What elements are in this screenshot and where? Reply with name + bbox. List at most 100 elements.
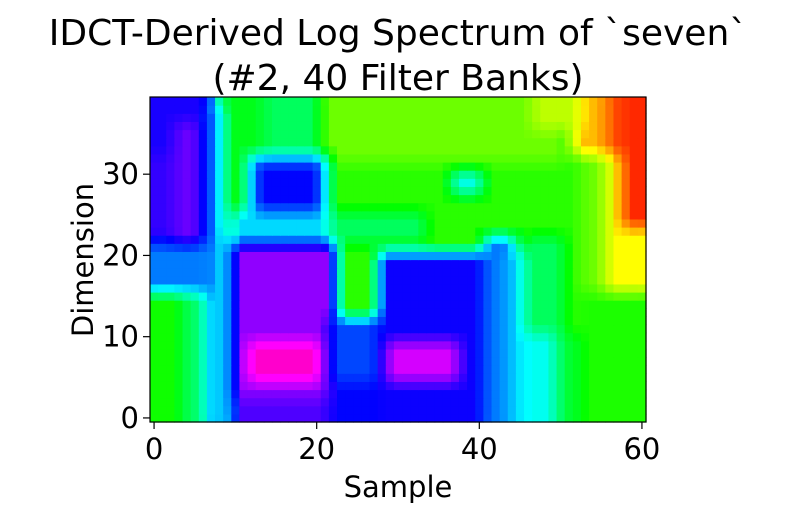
heatmap-cell: [215, 324, 224, 334]
heatmap-cell: [247, 113, 257, 122]
heatmap-cell: [320, 145, 330, 155]
heatmap-cell: [337, 194, 346, 204]
heatmap-cell: [182, 178, 192, 187]
heatmap-cell: [353, 162, 363, 171]
heatmap-cell: [385, 332, 395, 342]
heatmap-cell: [532, 97, 541, 106]
heatmap-cell: [524, 251, 533, 261]
heatmap-cell: [150, 186, 159, 196]
heatmap-cell: [515, 170, 525, 179]
heatmap-cell: [434, 308, 444, 317]
heatmap-cell: [280, 308, 289, 317]
heatmap-cell: [540, 397, 550, 407]
heatmap-cell: [150, 243, 159, 252]
heatmap-cell: [434, 275, 444, 285]
heatmap-cell: [483, 97, 493, 106]
heatmap-cell: [369, 186, 379, 196]
heatmap-cell: [223, 227, 232, 236]
heatmap-cell: [556, 292, 566, 301]
heatmap-cell: [515, 218, 525, 228]
heatmap-cell: [215, 129, 224, 139]
heatmap-cell: [369, 145, 379, 155]
heatmap-cell: [499, 340, 509, 350]
heatmap-cell: [637, 381, 647, 391]
heatmap-cell: [597, 300, 606, 309]
heatmap-cell: [239, 324, 249, 334]
heatmap-cell: [361, 381, 371, 391]
heatmap-cell: [328, 332, 338, 342]
heatmap-cell: [198, 210, 208, 220]
heatmap-cell: [450, 251, 460, 261]
heatmap-cell: [255, 178, 265, 187]
heatmap-cell: [166, 194, 175, 204]
heatmap-cell: [605, 300, 615, 309]
heatmap-cell: [540, 413, 550, 423]
heatmap-cell: [540, 373, 550, 382]
heatmap-cell: [174, 259, 184, 269]
heatmap-cell: [467, 202, 476, 212]
heatmap-cell: [280, 170, 289, 179]
heatmap-cell: [402, 308, 411, 317]
heatmap-cell: [605, 129, 615, 139]
heatmap-cell: [255, 153, 265, 163]
heatmap-cell: [564, 373, 574, 382]
heatmap-cell: [231, 210, 241, 220]
heatmap-cell: [418, 194, 428, 204]
heatmap-cell: [483, 210, 493, 220]
heatmap-cell: [410, 324, 419, 334]
heatmap-cell: [158, 283, 167, 293]
heatmap-cell: [206, 275, 216, 285]
heatmap-cell: [255, 145, 265, 155]
heatmap-cell: [524, 153, 533, 163]
heatmap-cell: [556, 324, 566, 334]
heatmap-cell: [475, 210, 484, 220]
heatmap-cell: [288, 413, 297, 423]
heatmap-cell: [572, 129, 582, 139]
heatmap-cell: [580, 162, 590, 171]
heatmap-cell: [247, 137, 257, 147]
heatmap-cell: [442, 170, 452, 179]
heatmap-cell: [280, 210, 289, 220]
heatmap-cell: [353, 300, 363, 309]
heatmap-cell: [328, 397, 338, 407]
heatmap-cell: [328, 121, 338, 131]
heatmap-cell: [385, 235, 395, 244]
heatmap-cell: [580, 316, 590, 326]
heatmap-cell: [304, 153, 314, 163]
heatmap-cell: [312, 275, 322, 285]
heatmap-cell: [288, 129, 297, 139]
heatmap-cell: [458, 227, 468, 236]
heatmap-cell: [271, 397, 281, 407]
heatmap-cell: [198, 137, 208, 147]
heatmap-cell: [345, 381, 354, 391]
heatmap-cell: [434, 300, 444, 309]
heatmap-cell: [556, 129, 566, 139]
heatmap-cell: [556, 153, 566, 163]
heatmap-cell: [239, 243, 249, 252]
heatmap-cell: [206, 162, 216, 171]
heatmap-cell: [215, 283, 224, 293]
heatmap-cell: [483, 397, 493, 407]
heatmap-cell: [475, 405, 484, 415]
heatmap-cell: [231, 340, 241, 350]
heatmap-cell: [304, 145, 314, 155]
heatmap-cell: [434, 186, 444, 196]
heatmap-cell: [613, 251, 623, 261]
heatmap-cell: [402, 105, 411, 114]
heatmap-cell: [426, 381, 436, 391]
heatmap-cell: [385, 153, 395, 163]
heatmap-cell: [345, 292, 354, 301]
heatmap-cell: [572, 251, 582, 261]
heatmap-cell: [426, 275, 436, 285]
heatmap-cell: [377, 259, 387, 269]
heatmap-cell: [255, 275, 265, 285]
heatmap-cell: [247, 251, 257, 261]
heatmap-cell: [166, 357, 175, 366]
heatmap-cell: [328, 137, 338, 147]
heatmap-cell: [507, 381, 517, 391]
heatmap-cell: [458, 405, 468, 415]
heatmap-cell: [467, 129, 476, 139]
heatmap-cell: [190, 405, 200, 415]
heatmap-cell: [507, 389, 517, 399]
